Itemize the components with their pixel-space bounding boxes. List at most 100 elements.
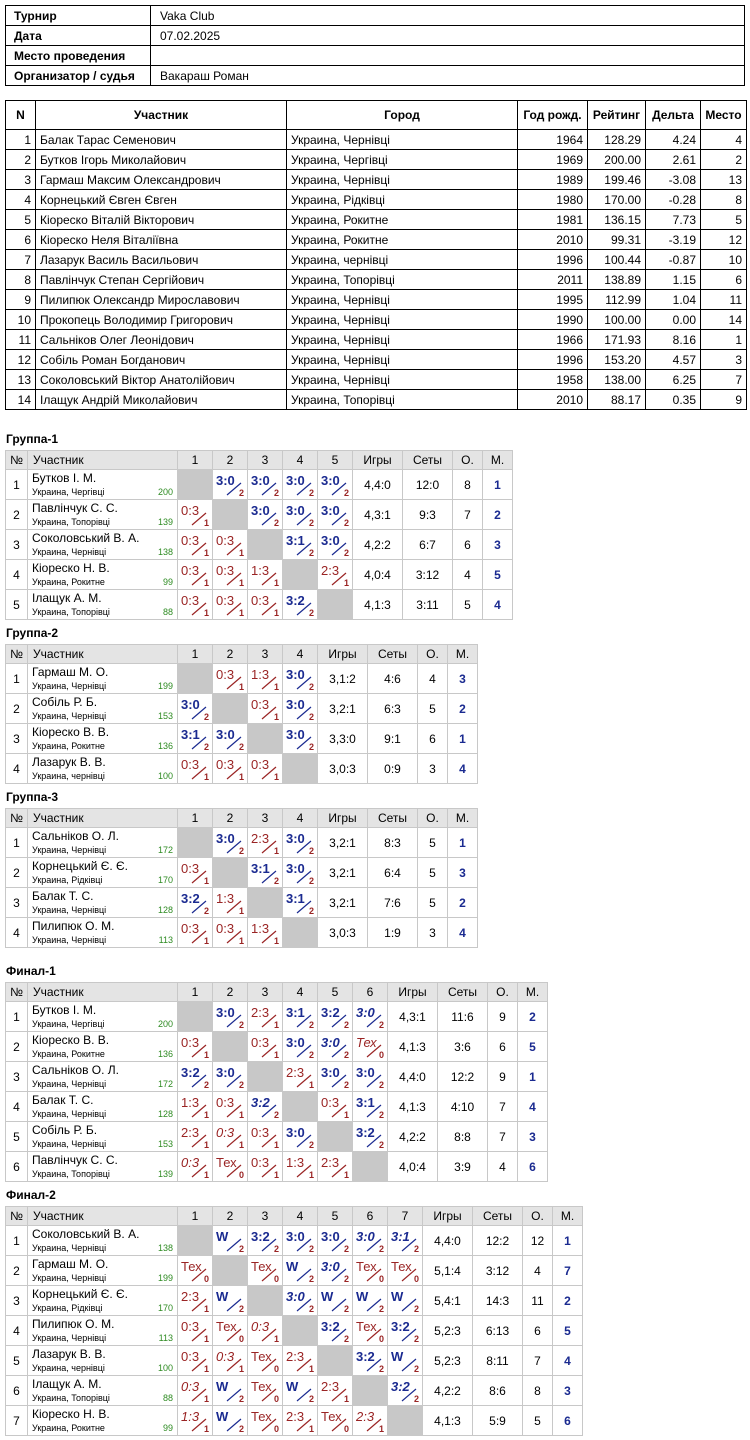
row-number: 1 [5,129,36,150]
match-points: 2 [308,1244,314,1254]
col-header-games: Игры [317,644,368,664]
diagonal-cell [177,1001,213,1032]
table-row: 1 Бутков І. М. Украина, Чергівці 200 3:0 2 3:0… [5,469,513,500]
table-row: 3 Соколовський В. А. Украина, Чернівці 138 0… [5,529,513,560]
table-row: 2 Павлінчук С. С. Украина, Топорівці 139 0:3… [5,499,513,530]
match-points: 2 [343,1020,349,1030]
match-points: 2 [308,1394,314,1404]
player-name: Кіореско Віталій Вікторович [35,209,287,230]
group-title: Группа-2 [6,626,59,640]
games-value: 4,2:2 [387,1121,438,1152]
match-result: 0:3 1 [247,1315,283,1346]
info-value [150,45,745,66]
match-result: 3:2 2 [317,1001,353,1032]
match-result: Тех 0 [247,1375,283,1406]
match-result: Тех 0 [212,1151,248,1182]
birth-year: 2010 [517,389,588,410]
player-name: Кіореско В. В. [32,1033,110,1047]
match-score: 2:3 [286,1409,305,1424]
player-city: Украина, Чернівці [32,1079,107,1089]
match-score: 3:2 [321,1005,340,1020]
row-number: 6 [5,229,36,250]
player-rating: 172 [157,845,173,855]
points-value: 4 [522,1255,553,1286]
player-name: Корнецький Є. Є. [32,1287,129,1301]
points-value: 6 [452,529,483,560]
place: 9 [700,389,747,410]
points-value: 8 [522,1375,553,1406]
match-score: 3:0 [216,1005,235,1020]
place-value: 2 [447,693,478,724]
player-city: Украина, Рокитне [32,1423,105,1433]
delta: 7.73 [645,209,701,230]
player-rating: 136 [157,1049,173,1059]
player-cell: Пилипюк О. М. Украина, Чернівці 113 [27,1315,178,1346]
match-result: 3:0 2 [317,499,353,530]
match-points: 1 [273,1140,279,1150]
match-points: 1 [238,682,244,692]
match-points: 2 [343,1304,349,1314]
col-header-delta: Дельта [645,100,701,130]
place: 7 [700,369,747,390]
match-points: 2 [308,846,314,856]
delta: -0.28 [645,189,701,210]
points-value: 5 [417,827,448,858]
match-score: 3:2 [181,1065,200,1080]
games-value: 4,3:1 [352,499,403,530]
info-label: Турнир [5,5,151,26]
slash-divider [226,482,242,496]
table-row: 4 Корнецький Євген Євген Украина, Рідківці… [5,189,747,210]
match-score: 0:3 [251,757,270,772]
birth-year: 2011 [517,269,588,290]
sets-value: 5:9 [472,1405,523,1436]
sets-value: 12:2 [472,1225,523,1256]
col-header-opponent: 2 [212,644,248,664]
slash-divider [191,736,207,750]
match-points: 1 [203,772,209,782]
row-number: 3 [5,529,28,560]
points-value: 7 [487,1121,518,1152]
player-name: Собіль Роман Богданович [35,349,287,370]
slash-divider [296,1074,312,1088]
match-result: 3:0 2 [282,1225,318,1256]
row-number: 4 [5,917,28,948]
games-value: 4,2:2 [352,529,403,560]
player-rating: 172 [157,1079,173,1089]
place: 14 [700,309,747,330]
player-cell: Гармаш М. О. Украина, Чернівці 199 [27,1255,178,1286]
col-header-n: N [5,100,36,130]
player-city: Украина, Топорівці [32,517,110,527]
col-header-games: Игры [387,982,438,1002]
match-result: Тех 0 [317,1405,353,1436]
slash-divider [331,1418,347,1432]
table-row: 4 Пилипюк О. М. Украина, Чернівці 113 0:3 1 Те… [5,1315,583,1346]
match-points: 1 [273,772,279,782]
match-score: 3:0 [286,503,305,518]
match-result: Тех 0 [247,1405,283,1436]
table-row: 1 Гармаш М. О. Украина, Чернівці 199 0:3 1 1:3… [5,663,478,694]
match-result: Тех 0 [177,1255,213,1286]
place-value: 4 [517,1091,548,1122]
match-points: 1 [273,1020,279,1030]
match-result: 2:3 1 [317,1151,353,1182]
match-points: 2 [378,1110,384,1120]
place: 13 [700,169,747,190]
player-cell: Пилипюк О. М. Украина, Чернівці 113 [27,917,178,948]
match-points: 2 [308,742,314,752]
sets-value: 9:1 [367,723,418,754]
row-number: 1 [5,663,28,694]
col-header-opponent: 4 [282,982,318,1002]
place-value: 1 [447,827,478,858]
match-result: 0:3 1 [247,1151,283,1182]
row-number: 4 [5,1315,28,1346]
match-score: 0:3 [216,667,235,682]
slash-divider [296,1238,312,1252]
player-city: Украина, Чернівці [286,369,518,390]
slash-divider [191,1358,207,1372]
player-name: Бутков Ігорь Миколайович [35,149,287,170]
info-row: Место проведения [5,45,745,66]
table-row: 3 Кіореско В. В. Украина, Рокитне 136 3:1 2 3:… [5,723,478,754]
games-value: 3,2:1 [317,857,368,888]
match-score: 3:0 [321,533,340,548]
